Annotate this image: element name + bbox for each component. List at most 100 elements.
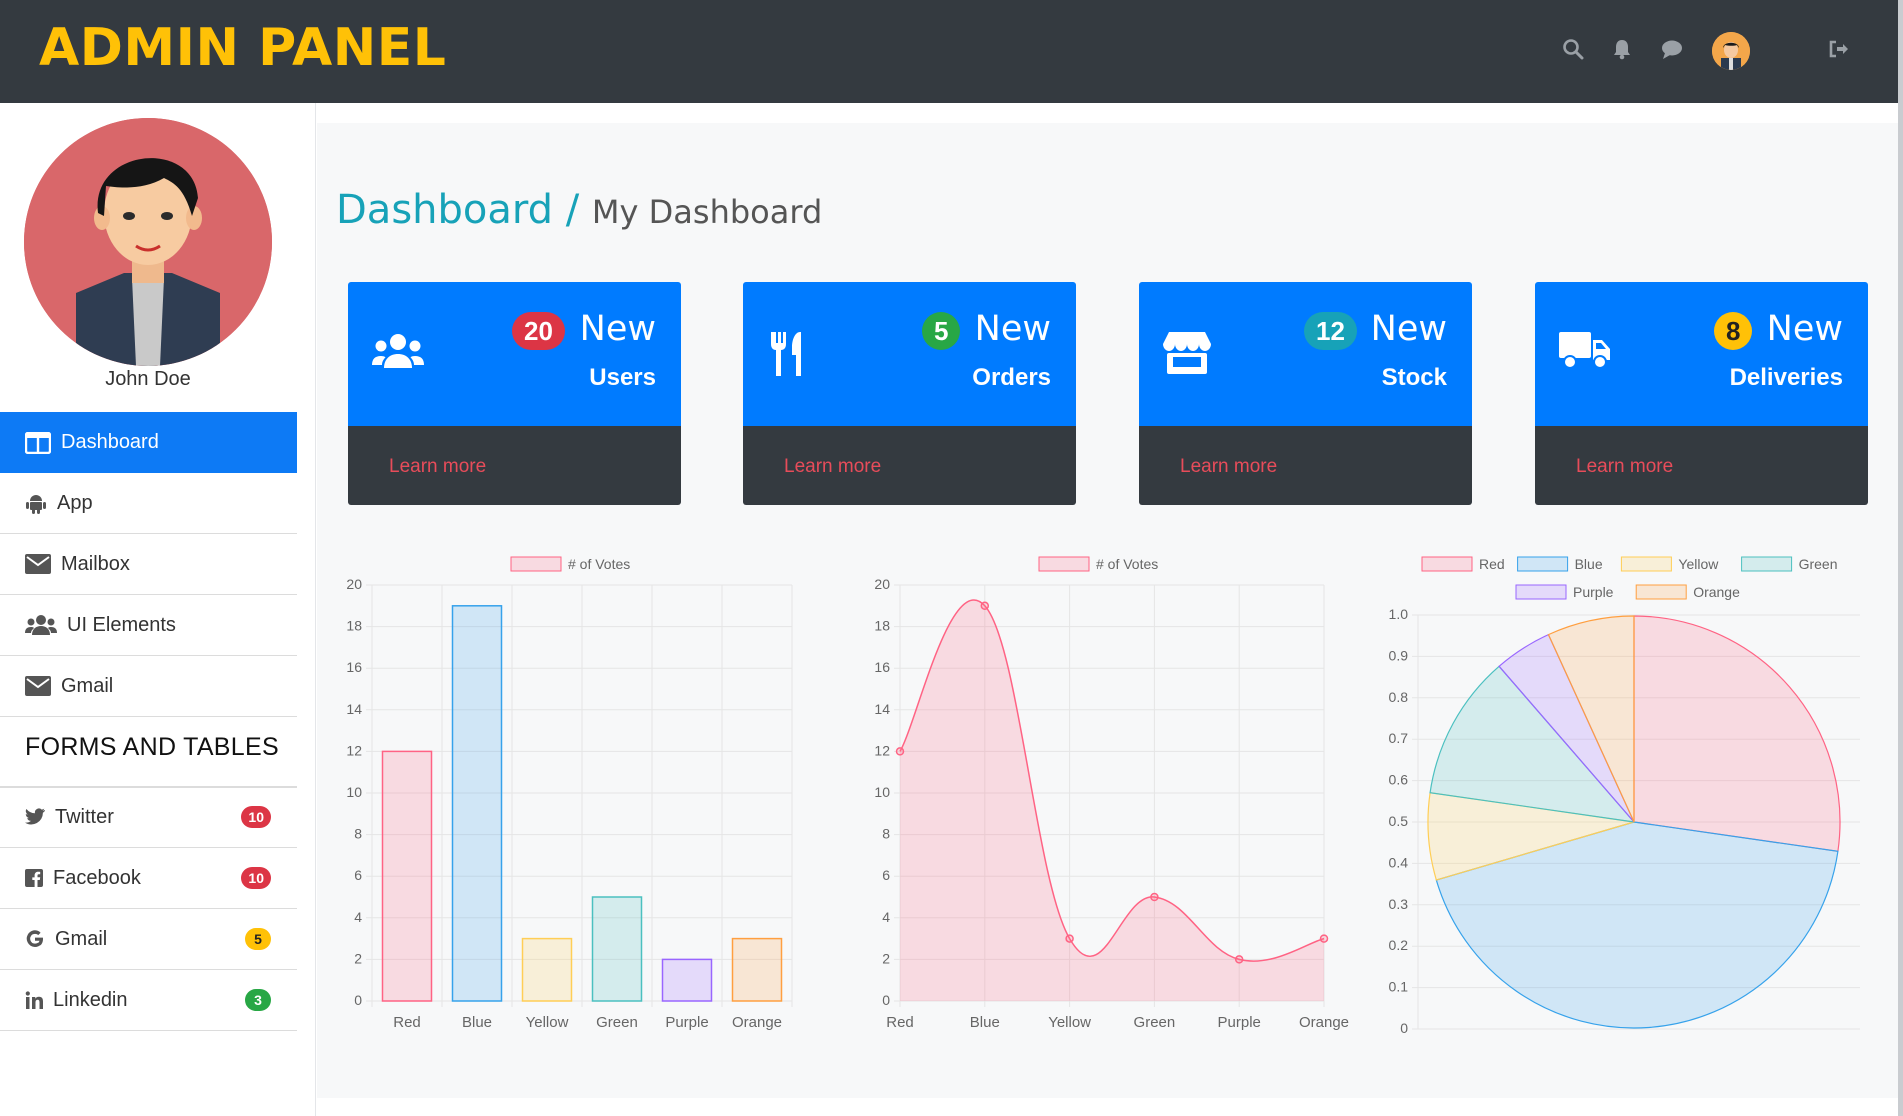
y-tick-label: 2: [354, 950, 362, 966]
y-tick-label: 0.8: [1389, 689, 1409, 705]
learn-more-link[interactable]: Learn more: [1576, 456, 1674, 477]
pie-slice-orange: [1547, 615, 1635, 823]
y-tick-label: 6: [882, 867, 890, 883]
y-tick-label: 18: [346, 618, 362, 634]
y-tick-label: 14: [874, 701, 890, 717]
y-tick-label: 16: [346, 659, 362, 675]
legend-swatch: [1515, 584, 1567, 600]
chat-icon[interactable]: [1660, 38, 1684, 62]
card-count-badge: 5: [922, 312, 961, 350]
card-label: Deliveries: [1729, 364, 1843, 391]
breadcrumb-sub[interactable]: My Dashboard: [591, 193, 823, 231]
pie-chart: 0 0.1 0.2 0.3 0.4 0.5 0.6 0.7 0.8 0.9 1.0 Red Blue Ye…: [1389, 556, 1860, 1036]
users-icon: [25, 615, 57, 635]
bar-purple: [661, 958, 713, 1002]
y-tick-label: 1.0: [1389, 606, 1409, 622]
page-scrollbar[interactable]: [1898, 0, 1903, 1116]
y-tick-label: 14: [346, 701, 362, 717]
y-tick-label: 0: [882, 992, 890, 1008]
y-tick-label: 20: [874, 576, 890, 592]
user-avatar[interactable]: [1712, 32, 1750, 70]
y-tick-label: 0.5: [1389, 813, 1409, 829]
legend-swatch: [1741, 556, 1793, 572]
legend-label: # of Votes: [1096, 556, 1158, 572]
y-tick-label: 8: [882, 826, 890, 842]
learn-more-link[interactable]: Learn more: [389, 456, 487, 477]
x-tick-label: Green: [596, 1014, 638, 1031]
sidebar: John Doe Dashboard App Mailbox UI Elemen…: [0, 103, 316, 1116]
y-tick-label: 6: [354, 867, 362, 883]
legend-label: Yellow: [1678, 556, 1719, 572]
y-tick-label: 0.3: [1389, 896, 1409, 912]
pie-slice-green: [1429, 665, 1636, 823]
series-line: [899, 599, 1325, 962]
logout-icon[interactable]: [1827, 38, 1851, 62]
y-tick-label: 0.2: [1389, 937, 1409, 953]
legend-swatch: [1421, 556, 1473, 572]
line-chart: 0 2 4 6 8 10 12 14 16 18 20 # of Votes Red Blue Yellow…: [874, 556, 1349, 1031]
legend-label: Blue: [1575, 556, 1603, 572]
learn-more-link[interactable]: Learn more: [1180, 456, 1278, 477]
card-label: Users: [589, 364, 656, 391]
card-new-label: New: [579, 309, 656, 349]
y-tick-label: 12: [346, 742, 362, 758]
sidebar-item-app[interactable]: App: [0, 473, 297, 534]
y-tick-label: 16: [874, 659, 890, 675]
y-tick-label: 4: [354, 909, 362, 925]
y-tick-label: 12: [874, 742, 890, 758]
legend-swatch: [1517, 556, 1569, 572]
x-tick-label: Yellow: [526, 1014, 569, 1031]
legend-label: Red: [1479, 556, 1505, 572]
y-tick-label: 0.4: [1389, 854, 1409, 870]
data-point-orange: [1319, 934, 1329, 943]
x-tick-label: Yellow: [1048, 1014, 1091, 1031]
y-tick-label: 10: [874, 784, 890, 800]
section-title: FORMS AND TABLES: [25, 733, 279, 761]
search-icon[interactable]: [1562, 38, 1586, 62]
x-tick-label: Green: [1134, 1014, 1176, 1031]
brand-title: ADMIN PANEL: [39, 18, 447, 78]
utensils-icon: [767, 332, 807, 381]
gmail-count-badge: 5: [245, 928, 271, 950]
bar-yellow: [521, 937, 573, 1002]
sidebar-item-twitter[interactable]: Twitter 10: [0, 787, 297, 848]
card-new-label: New: [1766, 309, 1843, 349]
linkedin-icon: [25, 991, 43, 1009]
sidebar-item-facebook[interactable]: Facebook 10: [0, 848, 297, 909]
card-count-badge: 8: [1714, 312, 1753, 350]
facebook-icon: [25, 869, 43, 887]
sidebar-item-linkedin[interactable]: Linkedin 3: [0, 970, 297, 1031]
sidebar-item-gmail[interactable]: Gmail: [0, 656, 297, 717]
card-new-label: New: [974, 309, 1051, 349]
bar-blue: [451, 605, 503, 1002]
bell-icon[interactable]: [1611, 38, 1635, 62]
android-icon: [26, 495, 46, 514]
legend-swatch: [1635, 584, 1687, 600]
data-point-yellow: [1065, 934, 1074, 943]
card-count-badge: 20: [512, 312, 565, 350]
twitter-icon: [25, 808, 45, 825]
data-point-red: [895, 747, 905, 756]
sidebar-item-label: Dashboard: [61, 431, 159, 453]
store-icon: [1163, 332, 1211, 379]
bar-green: [591, 896, 643, 1002]
legend-label: # of Votes: [568, 556, 630, 572]
users-icon: [372, 332, 424, 377]
profile-name: John Doe: [105, 368, 191, 390]
sidebar-item-dashboard[interactable]: Dashboard: [0, 412, 297, 473]
bar-red: [381, 750, 433, 1002]
x-tick-label: Purple: [665, 1014, 708, 1031]
y-tick-label: 10: [346, 784, 362, 800]
linkedin-count-badge: 3: [245, 989, 271, 1011]
y-tick-label: 2: [882, 950, 890, 966]
sidebar-item-label: Facebook: [53, 866, 141, 889]
legend-swatch: [1038, 556, 1090, 572]
sidebar-item-mailbox[interactable]: Mailbox: [0, 534, 297, 595]
learn-more-link[interactable]: Learn more: [784, 456, 882, 477]
x-tick-label: Red: [393, 1014, 421, 1031]
sidebar-item-gmail-social[interactable]: Gmail 5: [0, 909, 297, 970]
legend-swatch: [1620, 556, 1672, 572]
twitter-count-badge: 10: [241, 806, 271, 828]
sidebar-item-label: Gmail: [61, 674, 114, 697]
sidebar-item-ui-elements[interactable]: UI Elements: [0, 595, 297, 656]
